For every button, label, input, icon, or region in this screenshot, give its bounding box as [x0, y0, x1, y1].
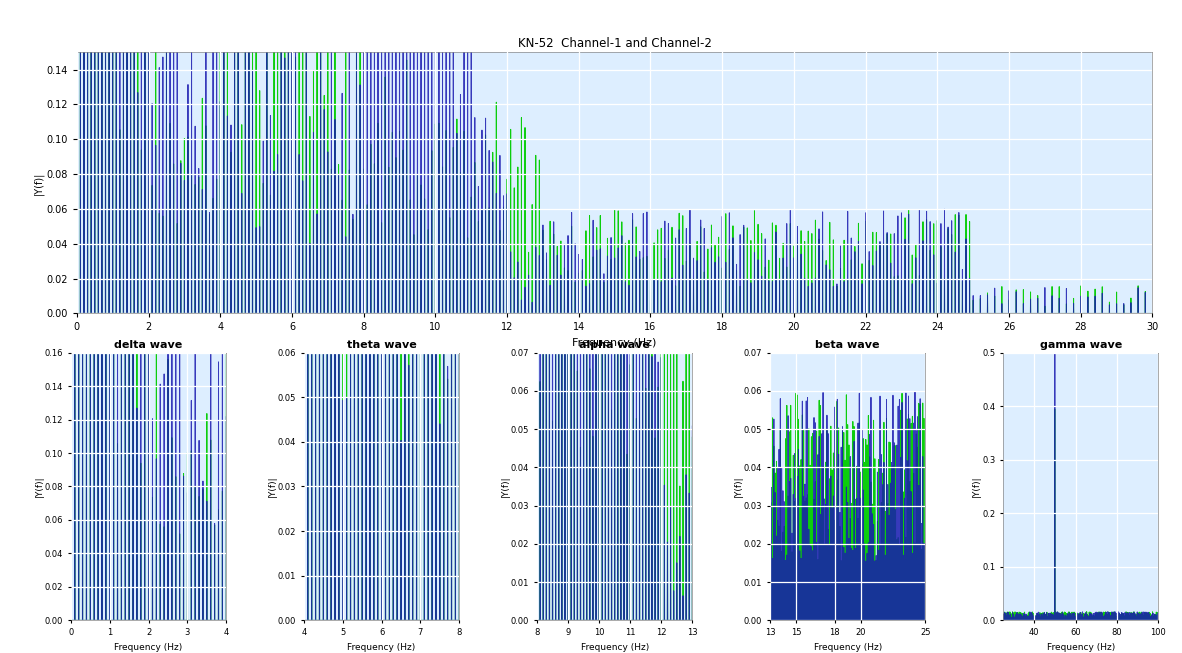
Title: gamma wave: gamma wave: [1039, 340, 1122, 351]
X-axis label: Frequency (Hz): Frequency (Hz): [813, 643, 882, 652]
X-axis label: Frequency (Hz): Frequency (Hz): [572, 338, 657, 348]
X-axis label: Frequency (Hz): Frequency (Hz): [1046, 643, 1115, 652]
X-axis label: Frequency (Hz): Frequency (Hz): [580, 643, 649, 652]
Y-axis label: |Y(f)|: |Y(f)|: [34, 475, 44, 498]
Title: KN-52  Channel-1 and Channel-2: KN-52 Channel-1 and Channel-2: [518, 37, 712, 50]
Y-axis label: |Y(f)|: |Y(f)|: [972, 475, 981, 498]
Y-axis label: |Y(f)|: |Y(f)|: [500, 475, 509, 498]
Y-axis label: |Y(f)|: |Y(f)|: [734, 475, 742, 498]
X-axis label: Frequency (Hz): Frequency (Hz): [115, 643, 183, 652]
Title: beta wave: beta wave: [816, 340, 879, 351]
Title: delta wave: delta wave: [115, 340, 183, 351]
Title: theta wave: theta wave: [346, 340, 416, 351]
X-axis label: Frequency (Hz): Frequency (Hz): [348, 643, 416, 652]
Title: alpha wave: alpha wave: [579, 340, 650, 351]
Y-axis label: |Y(f)|: |Y(f)|: [33, 171, 44, 195]
Y-axis label: |Y(f)|: |Y(f)|: [267, 475, 277, 498]
